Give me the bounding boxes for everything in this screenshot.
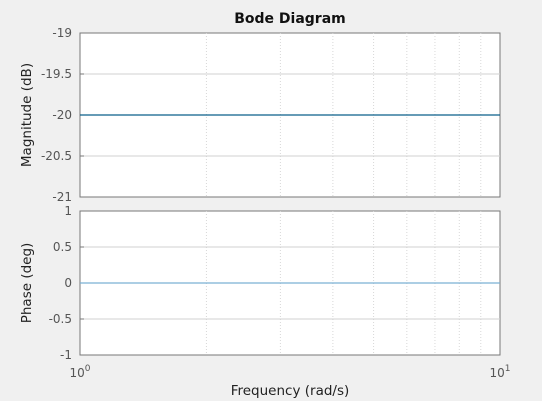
y-tick-label: -1: [60, 348, 72, 362]
magnitude-y-ticks: -19 -19.5 -20 -20.5 -21: [41, 26, 84, 204]
y-tick-label: -20.5: [41, 149, 72, 163]
magnitude-y-axis-label: Magnitude (dB): [19, 63, 35, 167]
y-tick-label: -0.5: [49, 312, 72, 326]
phase-y-ticks: 1 0.5 0 -0.5 -1: [49, 204, 84, 362]
x-axis-ticks: 100 101: [69, 364, 510, 380]
y-tick-label: -20: [52, 108, 72, 122]
y-tick-label: -19.5: [41, 67, 72, 81]
magnitude-panel: -19 -19.5 -20 -20.5 -21 Magnitude (dB): [19, 26, 501, 204]
chart-title: Bode Diagram: [234, 11, 346, 27]
y-tick-label: 1: [64, 204, 72, 218]
x-tick-label: 101: [489, 364, 510, 380]
phase-y-axis-label: Phase (deg): [19, 243, 35, 324]
x-axis-label: Frequency (rad/s): [231, 383, 350, 399]
y-tick-label: 0: [64, 276, 72, 290]
x-tick-label: 100: [69, 364, 90, 380]
y-tick-label: 0.5: [53, 240, 72, 254]
phase-panel: 1 0.5 0 -0.5 -1 Phase (deg): [19, 204, 501, 362]
y-tick-label: -21: [52, 190, 72, 204]
y-tick-label: -19: [52, 26, 72, 40]
